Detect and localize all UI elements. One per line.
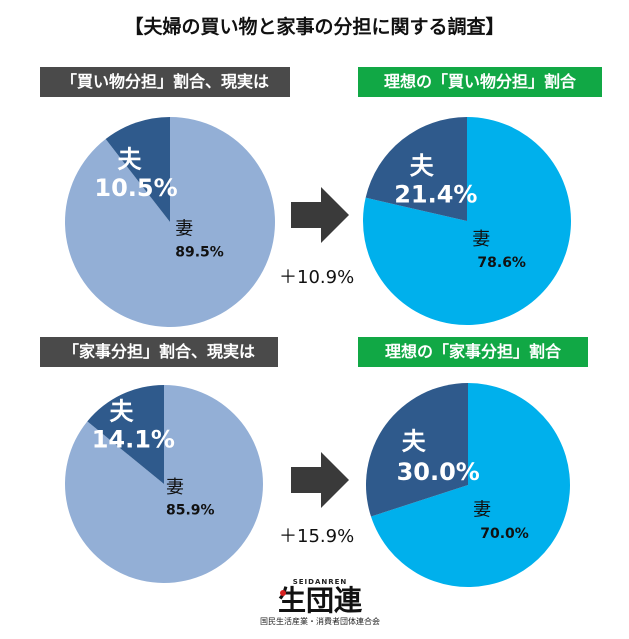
logo-small-text: SEIDANREN — [292, 578, 348, 586]
logo-main-text: 生団連 — [277, 584, 362, 617]
shopping-difference: ＋10.9% — [279, 267, 355, 288]
wife-percent: 85.9% — [166, 503, 215, 519]
logo-red-dot — [280, 590, 286, 596]
housework-ideal-label: 理想の「家事分担」割合 — [358, 337, 588, 367]
pie-slice-husband — [105, 117, 170, 222]
housework-difference: ＋15.9% — [279, 526, 355, 547]
housework-reality-pie: 夫 14.1% 妻 85.9% — [64, 385, 263, 583]
seidanren-logo: SEIDANREN 生団連 国民生活産業・消費者団体連合会 — [260, 578, 380, 627]
husband-percent: 21.4% — [394, 180, 477, 208]
husband-label: 夫 — [410, 152, 435, 180]
pie-slice-wife — [64, 117, 275, 327]
logo-sub-text: 国民生活産業・消費者団体連合会 — [260, 617, 380, 626]
pie-slice-wife — [64, 385, 263, 583]
housework-reality-label: 「家事分担」割合、現実は — [40, 337, 278, 367]
wife-label: 妻 — [175, 219, 193, 240]
shopping-ideal-pie: 夫 21.4% 妻 78.6% — [363, 117, 571, 325]
shopping-reality-pie: 夫 10.5% 妻 89.5% — [64, 117, 275, 327]
husband-percent: 30.0% — [397, 458, 480, 486]
right-arrow-icon — [291, 452, 349, 508]
husband-label: 夫 — [110, 398, 135, 426]
wife-percent: 70.0% — [480, 526, 529, 542]
wife-label: 妻 — [166, 477, 184, 498]
husband-label: 夫 — [402, 427, 427, 455]
wife-percent: 89.5% — [175, 245, 224, 261]
pie-slice-wife — [370, 383, 570, 587]
page-title: 【夫婦の買い物と家事の分担に関する調査】 — [124, 16, 505, 38]
wife-label: 妻 — [473, 500, 491, 521]
pie-slice-husband — [87, 385, 164, 484]
husband-percent: 10.5% — [94, 174, 177, 202]
housework-ideal-pie: 夫 30.0% 妻 70.0% — [366, 383, 570, 587]
pie-slice-husband — [366, 383, 468, 517]
pie-slice-husband — [365, 117, 467, 221]
shopping-reality-label: 「買い物分担」割合、現実は — [40, 67, 290, 97]
husband-percent: 14.1% — [92, 425, 175, 453]
right-arrow-icon — [291, 187, 349, 243]
wife-label: 妻 — [472, 229, 490, 250]
wife-percent: 78.6% — [477, 255, 526, 271]
shopping-ideal-label: 理想の「買い物分担」割合 — [358, 67, 602, 97]
husband-label: 夫 — [118, 145, 143, 173]
